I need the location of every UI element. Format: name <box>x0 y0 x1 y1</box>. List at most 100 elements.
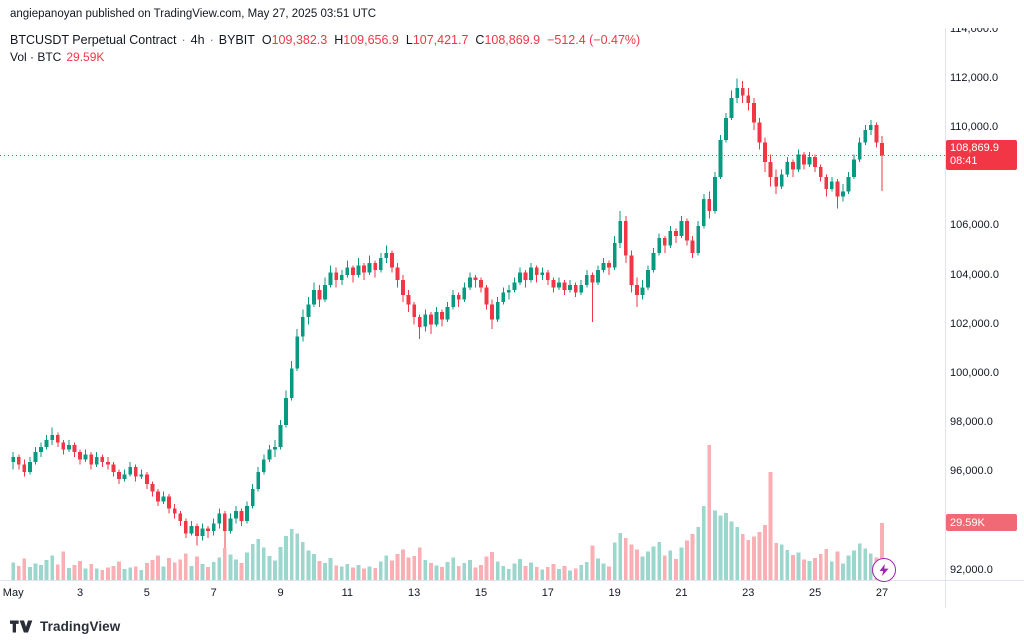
candle-body <box>735 88 740 99</box>
candle-body <box>557 282 561 288</box>
volume-bar <box>863 548 868 580</box>
candle-body <box>779 174 784 187</box>
candle-body <box>540 272 545 276</box>
volume-bar <box>841 563 845 580</box>
volume-legend-value: 29.59K <box>66 50 105 64</box>
candle-body <box>78 452 82 460</box>
candle-body <box>868 125 873 131</box>
candle-body <box>456 294 461 300</box>
candle-body <box>506 289 511 293</box>
volume-bar <box>278 546 283 580</box>
candle-body <box>445 307 450 320</box>
volume-bar <box>573 568 578 580</box>
volume-bar <box>89 563 94 580</box>
volume-bar <box>484 556 489 580</box>
volume-bar <box>623 538 628 580</box>
candle-body <box>267 449 272 460</box>
candle-body <box>222 513 227 531</box>
volume-bar <box>462 563 467 580</box>
exchange-label[interactable]: BYBIT <box>218 33 255 47</box>
candle-body <box>256 471 261 490</box>
candle-body <box>668 230 673 246</box>
volume-bar <box>11 562 16 580</box>
candle-body <box>579 284 584 293</box>
price-tick-label: 92,000.0 <box>950 563 993 576</box>
volume-bar <box>635 549 639 580</box>
candle-body <box>44 439 49 448</box>
volume-bar <box>757 532 762 580</box>
volume-bar <box>111 566 116 580</box>
candle-body <box>362 265 366 273</box>
volume-bar <box>66 568 71 580</box>
time-tick-label: May <box>2 587 24 599</box>
volume-bar <box>267 555 272 580</box>
volume-bar <box>161 566 166 580</box>
volume-bar <box>94 568 99 580</box>
volume-bar <box>200 564 205 580</box>
candle-body <box>172 508 177 514</box>
candle-body <box>484 287 489 305</box>
chart-legend: BTCUSDT Perpetual Contract · 4h · BYBIT O109,… <box>10 32 640 66</box>
volume-bar <box>133 566 138 580</box>
volume-bar <box>540 569 545 580</box>
candle-body <box>373 262 378 271</box>
volume-bar <box>78 561 82 580</box>
volume-legend-label: Vol · BTC <box>10 50 62 64</box>
candle-body <box>685 221 689 241</box>
time-tick-label: 25 <box>809 587 822 599</box>
ohlc-close: C108,869.9 <box>475 33 541 47</box>
brand-name[interactable]: TradingView <box>40 618 121 634</box>
volume-bar <box>195 556 199 580</box>
candle-body <box>451 294 456 308</box>
footer: TradingView <box>10 614 120 638</box>
candle-body <box>651 252 656 271</box>
candle-body <box>751 102 756 123</box>
candle-body <box>195 525 199 536</box>
volume-bar <box>367 566 372 580</box>
volume-bar <box>590 545 595 580</box>
volume-bar <box>139 569 144 580</box>
candle-body <box>200 528 205 536</box>
interval-label[interactable]: 4h <box>190 33 205 47</box>
candle-body <box>701 198 706 226</box>
candle-body <box>261 459 266 472</box>
symbol-title[interactable]: BTCUSDT Perpetual Contract <box>10 33 177 47</box>
volume-bar <box>345 564 350 580</box>
candle-body <box>389 252 394 268</box>
time-axis[interactable]: May 3 5 7 9 11 13 15 17 19 21 23 25 27 <box>0 580 945 608</box>
volume-bar <box>300 542 305 580</box>
volume-bar <box>629 544 634 580</box>
price-axis[interactable]: 114,000.0 112,000.0 110,000.0 106,000.0 104,… <box>945 0 1024 608</box>
candle-body <box>423 314 428 327</box>
volume-bar <box>824 548 829 580</box>
candle-body <box>128 466 133 475</box>
tradingview-logo-icon[interactable] <box>10 620 34 633</box>
volume-bar <box>55 564 60 580</box>
volume-bar <box>72 565 77 580</box>
price-tick-label: 110,000.0 <box>950 121 999 134</box>
time-tick-label: 7 <box>210 587 217 599</box>
volume-bar <box>495 561 500 580</box>
volume-bar <box>50 555 55 580</box>
candle-body <box>356 265 361 276</box>
candle-body <box>534 267 539 276</box>
candle-body <box>317 289 322 300</box>
volume-bar <box>395 553 400 580</box>
candle-body <box>852 159 857 177</box>
volume-bar <box>389 560 394 580</box>
candle-body <box>729 98 734 118</box>
bar-countdown: 08:41 <box>950 155 978 168</box>
candle-body <box>306 304 311 317</box>
candle-body <box>846 176 851 192</box>
volume-bar <box>412 556 417 580</box>
candle-body <box>818 166 823 177</box>
time-tick-label: 13 <box>408 587 421 599</box>
quick-trade-lightning-button[interactable] <box>872 558 896 582</box>
volume-bar <box>211 561 216 580</box>
last-price-value: 108,869.9 <box>950 141 999 154</box>
candle-body <box>339 275 344 281</box>
candle-body <box>183 520 188 534</box>
candle-body <box>724 117 728 140</box>
